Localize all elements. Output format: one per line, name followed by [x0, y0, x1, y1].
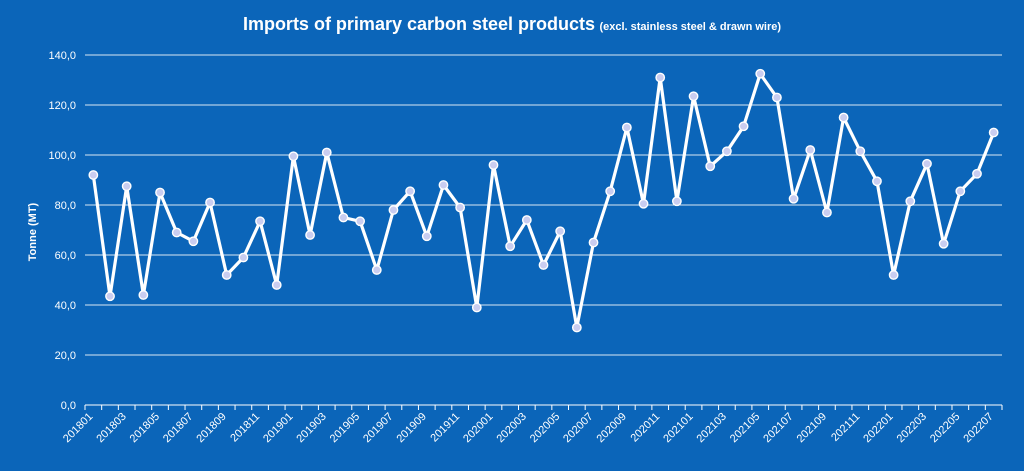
- data-point: [838, 112, 849, 123]
- data-point: [738, 121, 749, 132]
- data-point: [521, 215, 532, 225]
- x-tick-label: 202005: [528, 411, 562, 445]
- data-point: [338, 212, 349, 223]
- y-tick-label: 100,0: [48, 150, 76, 162]
- data-point: [505, 241, 516, 252]
- data-point: [88, 170, 99, 180]
- x-tick-label: 201807: [161, 411, 195, 445]
- data-point: [805, 145, 816, 155]
- x-tick-label: 201907: [361, 411, 395, 445]
- x-tick-label: 202111: [829, 411, 862, 444]
- data-point: [938, 238, 949, 249]
- y-tick-label: 60,0: [55, 250, 76, 262]
- chart-title-block: Imports of primary carbon steel products…: [0, 14, 1024, 35]
- y-tick-label: 40,0: [55, 300, 76, 312]
- data-point: [271, 280, 282, 290]
- data-point: [171, 227, 182, 238]
- x-tick-label: 201901: [261, 411, 295, 445]
- data-point: [888, 270, 899, 280]
- data-point: [621, 122, 632, 133]
- x-tick-label: 201903: [294, 411, 328, 445]
- data-point: [972, 168, 982, 179]
- x-tick-label: 202203: [895, 411, 929, 445]
- data-point: [605, 186, 616, 197]
- y-tick-label: 140,0: [48, 50, 76, 62]
- data-point: [121, 181, 132, 192]
- data-point: [855, 146, 866, 157]
- x-tick-label: 202207: [961, 411, 995, 445]
- x-tick-label: 202003: [494, 411, 528, 445]
- data-point: [255, 216, 265, 227]
- chart-title: Imports of primary carbon steel products: [242, 14, 596, 34]
- data-point: [538, 260, 549, 270]
- data-point: [922, 158, 932, 169]
- data-point: [755, 68, 766, 79]
- x-tick-label: 201805: [128, 411, 162, 445]
- data-point: [822, 207, 832, 218]
- data-point: [205, 197, 215, 208]
- x-tick-label: 201909: [394, 411, 428, 445]
- x-tick-label: 202105: [728, 411, 762, 445]
- data-point: [405, 186, 416, 197]
- x-tick-label: 201803: [94, 411, 128, 445]
- data-point: [155, 187, 165, 198]
- data-point: [555, 226, 566, 237]
- data-point: [288, 151, 299, 162]
- x-tick-label: 202107: [761, 411, 795, 445]
- x-tick-label: 202011: [628, 411, 662, 445]
- data-point: [105, 291, 115, 302]
- data-point: [188, 236, 199, 247]
- data-point: [905, 196, 916, 207]
- x-tick-label: 202201: [861, 411, 895, 445]
- data-point: [671, 196, 682, 207]
- x-tick-label: 201905: [328, 411, 362, 445]
- data-point: [955, 186, 966, 197]
- data-point: [722, 146, 732, 157]
- data-point: [655, 72, 666, 83]
- x-tick-label: 202001: [461, 411, 495, 445]
- data-point: [455, 202, 466, 213]
- x-tick-label: 202101: [661, 411, 695, 445]
- x-tick-label: 202109: [795, 411, 829, 445]
- y-tick-label: 120,0: [48, 100, 76, 112]
- data-point: [355, 216, 365, 227]
- y-tick-label: 20,0: [55, 350, 76, 362]
- data-point: [788, 193, 799, 204]
- x-tick-label: 201809: [194, 411, 228, 445]
- data-point: [772, 92, 782, 103]
- x-tick-label: 201911: [428, 411, 462, 445]
- data-point: [988, 127, 999, 138]
- y-tick-label: 80,0: [55, 200, 76, 212]
- chart-subtitle: (excl. stainless steel & drawn wire): [599, 21, 782, 33]
- data-point: [388, 205, 399, 215]
- data-point: [421, 231, 432, 242]
- data-point: [688, 91, 699, 102]
- data-point: [872, 176, 882, 187]
- y-tick-label: 0,0: [61, 400, 76, 412]
- data-point: [438, 180, 449, 190]
- data-point: [488, 160, 499, 170]
- data-point: [638, 198, 649, 209]
- data-point: [305, 230, 315, 240]
- data-point: [238, 252, 249, 263]
- data-point: [588, 237, 599, 248]
- data-point: [371, 265, 382, 275]
- data-point: [221, 270, 232, 280]
- x-tick-label: 202007: [561, 411, 595, 445]
- series-line: [91, 72, 996, 330]
- data-point: [705, 161, 716, 172]
- x-tick-label: 201811: [228, 411, 262, 445]
- data-point: [321, 147, 332, 158]
- x-tick-label: 202205: [928, 411, 962, 445]
- data-point: [138, 290, 149, 300]
- x-tick-label: 202103: [695, 411, 729, 445]
- x-tick-label: 201801: [61, 411, 95, 445]
- x-tick-label: 202009: [595, 411, 629, 445]
- data-point: [571, 322, 582, 333]
- data-point: [471, 302, 482, 313]
